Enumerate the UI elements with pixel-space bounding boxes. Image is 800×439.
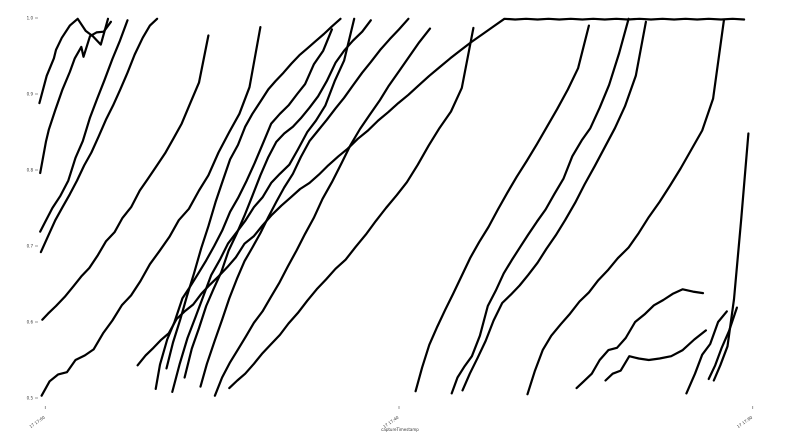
series-line [183, 19, 372, 379]
series-line [712, 132, 750, 382]
series-line [199, 17, 410, 388]
series-line [165, 17, 342, 370]
series-line [40, 26, 262, 397]
series-line [39, 20, 113, 175]
series-line [171, 17, 356, 393]
axes [35, 17, 754, 409]
y-tick-label: 1.0 [27, 15, 34, 20]
series-line [41, 34, 210, 321]
series-line [575, 288, 705, 390]
y-tick-label: 0.9 [27, 91, 34, 96]
series-line [450, 17, 630, 395]
series-line [38, 17, 110, 105]
series-lines [38, 17, 750, 397]
y-tick-label: 0.8 [27, 167, 34, 172]
series-line [685, 310, 728, 395]
series-line [461, 20, 648, 392]
y-tick-label: 0.6 [27, 319, 34, 324]
series-line [154, 28, 333, 390]
y-tick-label: 0.5 [27, 395, 34, 400]
x-tick-label: 17 17:00 [28, 414, 46, 429]
y-tick-label: 0.7 [27, 243, 34, 248]
series-line [707, 306, 739, 381]
series-line [228, 26, 475, 390]
series-line [213, 27, 432, 397]
x-tick-label: 17 17:80 [736, 414, 754, 429]
series-line [136, 17, 746, 367]
series-line [604, 329, 708, 382]
series-line [39, 17, 159, 254]
series-line [414, 24, 591, 393]
series-line [526, 19, 726, 396]
x-axis-label: captureTimestamp [381, 427, 419, 432]
series-line [39, 19, 129, 233]
